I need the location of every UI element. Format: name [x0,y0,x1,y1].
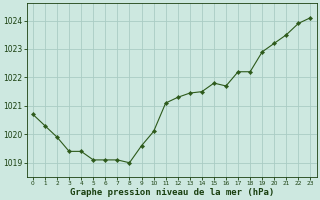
X-axis label: Graphe pression niveau de la mer (hPa): Graphe pression niveau de la mer (hPa) [69,188,274,197]
